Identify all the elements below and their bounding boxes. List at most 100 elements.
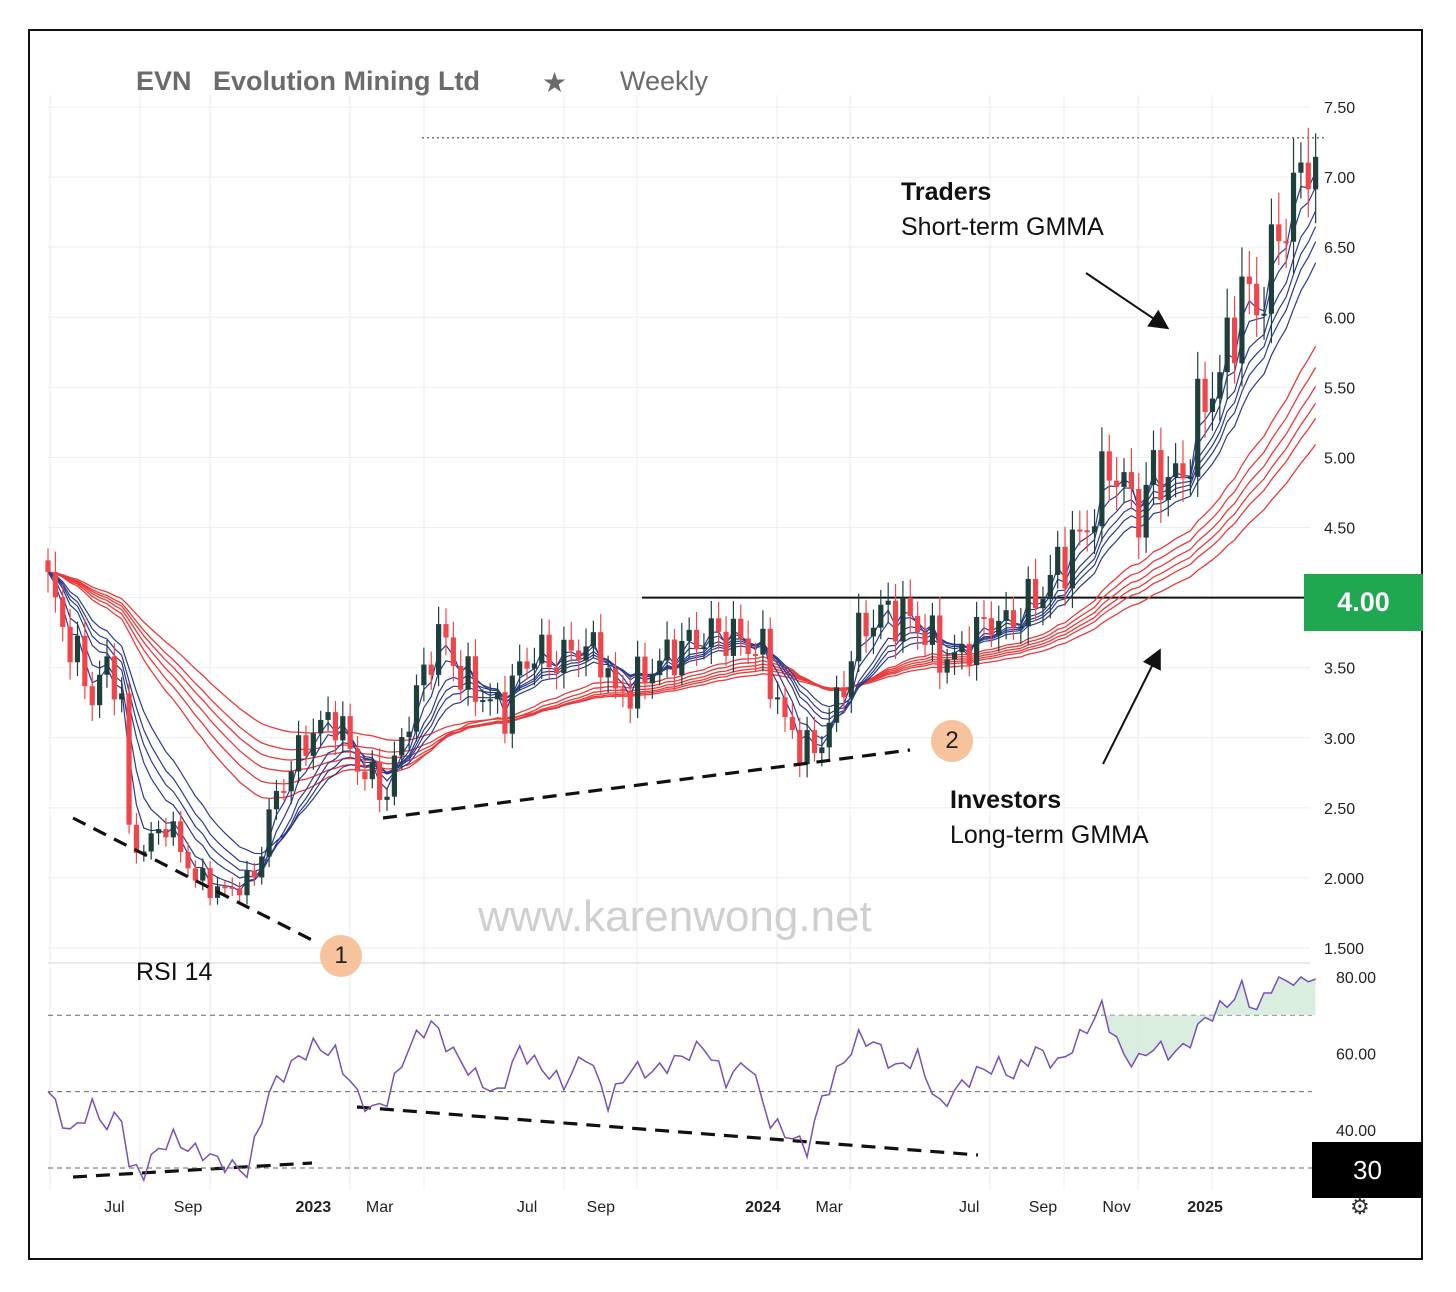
candle-body (1025, 578, 1031, 627)
ticker-symbol: EVN (136, 66, 192, 96)
candle-body (974, 616, 980, 666)
candle-body (259, 856, 265, 878)
star-icon[interactable]: ★ (542, 67, 568, 98)
candle-body (377, 761, 383, 800)
candle-body (693, 629, 700, 650)
rsi-label: RSI 14 (136, 958, 213, 986)
candle-body (620, 688, 626, 692)
candle-body (546, 634, 552, 668)
price-tick-label: 3.00 (1324, 731, 1355, 748)
annotation-arrows (1085, 272, 1170, 765)
candle-body (1246, 276, 1252, 284)
candle-body (251, 870, 257, 878)
candle-body (354, 748, 361, 772)
price-tick-label: 6.50 (1324, 240, 1355, 257)
price-tick-label: 5.50 (1324, 380, 1355, 397)
candle-body (436, 624, 442, 675)
candle-body (178, 821, 184, 853)
candle-body (494, 692, 501, 700)
price-tick-label: 6.00 (1324, 310, 1355, 327)
candle-body (833, 687, 840, 723)
long-gmma-line (47, 345, 1317, 800)
candle-body (988, 618, 994, 636)
short-gmma-line (47, 241, 1317, 866)
candle-body (170, 821, 176, 838)
candle-body (642, 656, 648, 684)
candle-body (981, 616, 987, 619)
candle-body (273, 790, 280, 810)
long-gmma-line (47, 367, 1317, 785)
rsi-level-badge: 30 (1312, 1142, 1423, 1198)
candle-body (281, 790, 287, 793)
candle-body (760, 628, 766, 655)
price-tick-label: 5.00 (1324, 450, 1355, 467)
candle-body (745, 638, 751, 654)
candle-body (340, 716, 346, 741)
candle-body (1069, 529, 1076, 589)
time-tick-label: Mar (815, 1199, 843, 1216)
trendlines (72, 748, 979, 1179)
candle-body (1313, 156, 1319, 190)
rsi-line (47, 975, 1316, 1183)
short-gmma-line (47, 226, 1317, 873)
investors-title: Investors (950, 786, 1062, 814)
candle-body (892, 600, 899, 642)
long-gmma-line (47, 418, 1317, 753)
candle-body (819, 747, 825, 754)
candle-body (458, 665, 464, 690)
axes: 1.5002.0002.503.003.504.004.505.005.506.… (104, 100, 1376, 1216)
candle-body (1047, 574, 1053, 600)
candle-body (1128, 472, 1134, 490)
candle-body (192, 868, 198, 881)
reference-lines (422, 137, 1325, 599)
candle-body (524, 661, 530, 669)
candle-body (509, 675, 515, 734)
candle-body (1114, 480, 1120, 487)
point-1-marker: 1 (320, 935, 362, 977)
candle-body (347, 716, 353, 749)
candle-body (951, 652, 958, 660)
short-gmma-line (47, 262, 1317, 855)
candle-body (399, 737, 405, 756)
candle-body (1055, 546, 1061, 575)
candle-body (303, 735, 309, 756)
time-tick-label: Jul (959, 1199, 979, 1216)
candle-body (472, 656, 479, 702)
candle-body (391, 755, 397, 797)
candle-body (885, 600, 891, 605)
price-tick-label: 7.00 (1324, 170, 1355, 187)
candle-body (1018, 626, 1024, 629)
price-tick-label: 1.500 (1324, 941, 1364, 958)
traders-title: Traders (901, 178, 992, 206)
gear-icon[interactable]: ⚙ (1350, 1194, 1370, 1219)
candle-body (1010, 610, 1017, 628)
candle-body (1231, 317, 1238, 364)
candle-body (200, 868, 206, 881)
candle-body (443, 624, 449, 638)
chart-frame (28, 29, 1423, 1260)
dashed-trendline (356, 1105, 979, 1157)
candle-body (1290, 172, 1297, 242)
candle-body (1084, 530, 1090, 533)
candle-body (480, 700, 486, 703)
candle-body (568, 639, 574, 651)
dashed-trendline (72, 1161, 313, 1179)
candle-body (96, 674, 103, 706)
traders-arrow (1085, 272, 1170, 330)
company-name: Evolution Mining Ltd (213, 66, 480, 96)
candle-body (244, 870, 250, 896)
grid (48, 95, 1310, 1190)
candle-body (1187, 476, 1193, 479)
candle-body (1003, 610, 1009, 621)
candle-body (1195, 378, 1201, 477)
timeframe-label[interactable]: Weekly (620, 66, 709, 96)
long-term-gmma (47, 345, 1317, 800)
candle-body (878, 604, 884, 628)
candle-body (318, 719, 324, 734)
candle-body (502, 692, 508, 734)
candle-body (583, 646, 589, 661)
candle-body (1283, 241, 1289, 244)
candle-body (856, 612, 862, 662)
candle-body (929, 615, 935, 645)
